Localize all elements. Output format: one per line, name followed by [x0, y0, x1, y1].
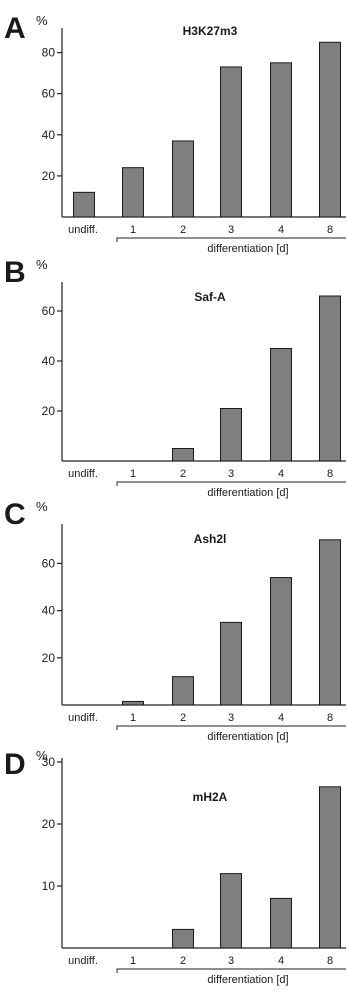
- x-tick-label: 2: [180, 712, 186, 724]
- bar-chart-svg: 20 40 60 undiff. 1 2 3 4 8 differentiation [d]: [42, 282, 346, 499]
- chart-title: mH2A: [192, 790, 228, 804]
- x-tick-label: 4: [278, 224, 284, 236]
- y-tick-label: 40: [42, 354, 56, 368]
- bar: [122, 700, 144, 706]
- x-axis-label: differentiation [d]: [207, 487, 288, 499]
- x-tick-label: 8: [327, 224, 333, 236]
- x-bracket: [116, 481, 346, 486]
- x-bracket: [116, 968, 346, 973]
- x-tick-label: 2: [180, 224, 186, 236]
- y-tick-label: 60: [42, 556, 56, 570]
- y-unit-label: %: [36, 13, 48, 28]
- panel-letter: C: [4, 498, 26, 531]
- chart-title: Ash2l: [193, 532, 227, 546]
- y-tick-label: 60: [42, 304, 56, 318]
- x-axis-label: differentiation [d]: [207, 243, 288, 255]
- chart-title: H3K27m3: [182, 24, 238, 38]
- x-tick-label: 8: [327, 955, 333, 967]
- y-unit-label: %: [36, 748, 48, 763]
- bar: [172, 448, 194, 462]
- bar: [220, 873, 242, 949]
- y-tick-label: 20: [42, 169, 56, 183]
- x-axis-label: differentiation [d]: [207, 974, 288, 986]
- x-tick-label: 4: [278, 955, 284, 967]
- x-tick-label: 4: [278, 712, 284, 724]
- y-tick-label: 80: [42, 46, 56, 60]
- bar: [220, 408, 242, 462]
- x-axis-label: differentiation [d]: [207, 731, 288, 743]
- bar: [220, 66, 242, 218]
- x-tick-label: undiff.: [68, 712, 98, 724]
- bar: [270, 62, 292, 218]
- y-unit-label: %: [36, 499, 48, 514]
- x-tick-label: undiff.: [68, 468, 98, 480]
- y-tick-label: 20: [42, 651, 56, 665]
- y-tick-label: 30: [42, 755, 56, 769]
- bar: [319, 786, 341, 949]
- bar: [270, 348, 292, 462]
- x-tick-label: 1: [130, 955, 136, 967]
- y-tick-label: 40: [42, 604, 56, 618]
- x-tick-label: 1: [130, 712, 136, 724]
- x-tick-label: 1: [130, 224, 136, 236]
- y-tick-label: 20: [42, 404, 56, 418]
- bar: [122, 167, 144, 218]
- panel-letter: A: [4, 12, 26, 45]
- x-tick-label: undiff.: [68, 955, 98, 967]
- x-tick-label: 4: [278, 468, 284, 480]
- y-tick-label: 40: [42, 128, 56, 142]
- x-tick-label: 3: [228, 955, 234, 967]
- x-bracket: [116, 237, 346, 242]
- panel-letter: D: [4, 748, 26, 781]
- bar: [220, 621, 242, 706]
- bar: [172, 140, 194, 218]
- y-tick-label: 20: [42, 817, 56, 831]
- bar: [172, 676, 194, 706]
- x-tick-label: 8: [327, 712, 333, 724]
- panel-letter: B: [4, 256, 26, 289]
- bar: [73, 191, 95, 218]
- x-tick-label: 2: [180, 955, 186, 967]
- x-tick-label: 2: [180, 468, 186, 480]
- chart-panel-c: C % Ash2l 20 40 60 undiff. 1 2 3 4 8 differentiat…: [0, 496, 347, 744]
- x-tick-label: 1: [130, 468, 136, 480]
- chart-panel-b: B % Saf-A 20 40 60 undiff. 1 2 3 4 8 differentiat…: [0, 248, 347, 499]
- x-tick-label: 3: [228, 224, 234, 236]
- bar-chart-svg: 10 20 30 undiff. 1 2 3 4 8 differentiation [d]: [42, 755, 346, 986]
- chart-panel-a: A % H3K27m3 20 40 60 80 undiff. 1 2 3 4 8 differen…: [0, 0, 347, 255]
- x-tick-label: 3: [228, 712, 234, 724]
- bar: [270, 577, 292, 706]
- bar: [172, 928, 194, 949]
- y-tick-label: 60: [42, 87, 56, 101]
- bar: [270, 897, 292, 949]
- bar-chart-svg: 20 40 60 undiff. 1 2 3 4 8 differentiation [d]: [42, 524, 346, 743]
- chart-title: Saf-A: [194, 290, 226, 304]
- bar: [319, 295, 341, 462]
- y-tick-label: 10: [42, 879, 56, 893]
- x-tick-label: 3: [228, 468, 234, 480]
- bar: [319, 41, 341, 218]
- chart-panel-d: D % mH2A 10 20 30 undiff. 1 2 3 4 8 differentiati…: [0, 744, 347, 994]
- bar: [319, 539, 341, 706]
- x-bracket: [116, 725, 346, 730]
- x-tick-label: 8: [327, 468, 333, 480]
- bar-chart-svg: 20 40 60 80 undiff. 1 2 3 4 8 differentiation [d]: [42, 28, 346, 255]
- y-unit-label: %: [36, 257, 48, 272]
- x-tick-label: undiff.: [68, 224, 98, 236]
